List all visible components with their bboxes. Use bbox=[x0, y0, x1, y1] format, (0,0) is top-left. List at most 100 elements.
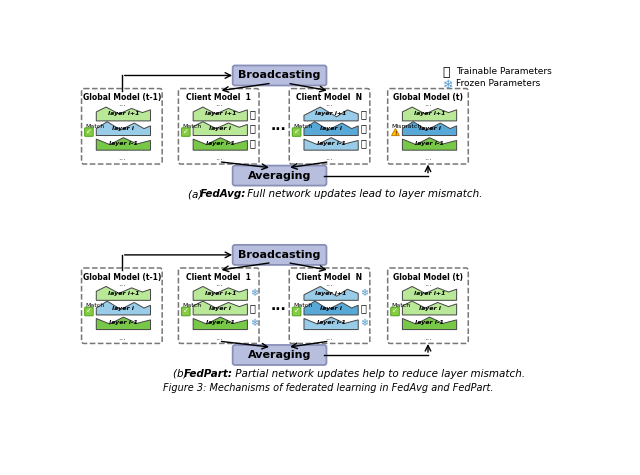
Text: ...: ... bbox=[215, 279, 223, 288]
Text: ...: ... bbox=[215, 333, 223, 342]
FancyBboxPatch shape bbox=[388, 268, 468, 343]
FancyBboxPatch shape bbox=[388, 88, 468, 164]
Polygon shape bbox=[96, 286, 150, 300]
Text: 🔥: 🔥 bbox=[250, 109, 255, 119]
Polygon shape bbox=[96, 107, 150, 121]
Text: layer i: layer i bbox=[320, 126, 342, 131]
Text: 🔥: 🔥 bbox=[360, 138, 367, 148]
Text: Match: Match bbox=[182, 124, 202, 129]
Text: layer i: layer i bbox=[419, 126, 440, 131]
Text: (a): (a) bbox=[189, 190, 206, 200]
Polygon shape bbox=[304, 107, 358, 121]
FancyBboxPatch shape bbox=[292, 307, 301, 316]
Polygon shape bbox=[304, 301, 358, 315]
Text: !: ! bbox=[394, 131, 397, 136]
Polygon shape bbox=[193, 317, 248, 330]
Polygon shape bbox=[403, 286, 457, 300]
Text: ✓: ✓ bbox=[86, 308, 92, 314]
Text: Mismatch: Mismatch bbox=[392, 124, 422, 129]
Text: layer i: layer i bbox=[320, 305, 342, 311]
Text: Broadcasting: Broadcasting bbox=[238, 70, 321, 80]
Text: Global Model (t-1): Global Model (t-1) bbox=[83, 93, 161, 102]
Polygon shape bbox=[403, 122, 457, 135]
Text: 🔥: 🔥 bbox=[443, 66, 450, 79]
Text: ✓: ✓ bbox=[392, 308, 398, 314]
Text: layer i+1: layer i+1 bbox=[414, 112, 445, 116]
Polygon shape bbox=[193, 301, 248, 315]
Text: layer i: layer i bbox=[419, 305, 440, 311]
FancyBboxPatch shape bbox=[289, 268, 370, 343]
Text: ...: ... bbox=[118, 153, 126, 162]
FancyBboxPatch shape bbox=[81, 268, 162, 343]
Polygon shape bbox=[403, 107, 457, 121]
FancyBboxPatch shape bbox=[84, 128, 93, 136]
FancyBboxPatch shape bbox=[292, 128, 301, 136]
FancyBboxPatch shape bbox=[233, 245, 326, 265]
FancyBboxPatch shape bbox=[233, 166, 326, 186]
Text: Global Model (t): Global Model (t) bbox=[393, 93, 463, 102]
Text: Global Model (t): Global Model (t) bbox=[393, 273, 463, 282]
Text: Match: Match bbox=[182, 303, 202, 308]
Text: ✓: ✓ bbox=[183, 308, 189, 314]
Polygon shape bbox=[403, 138, 457, 150]
Polygon shape bbox=[96, 317, 150, 330]
Text: ...: ... bbox=[118, 99, 126, 108]
Text: Client Model  N: Client Model N bbox=[296, 93, 363, 102]
Polygon shape bbox=[96, 122, 150, 135]
Text: layer i-1: layer i-1 bbox=[317, 141, 346, 146]
Text: ❄: ❄ bbox=[250, 288, 258, 298]
Text: 🔥: 🔥 bbox=[250, 124, 255, 133]
FancyBboxPatch shape bbox=[289, 88, 370, 164]
Text: layer i+1: layer i+1 bbox=[205, 291, 236, 296]
Text: Match: Match bbox=[293, 124, 312, 129]
Text: ...: ... bbox=[326, 279, 333, 288]
Text: Partial network updates help to reduce layer mismatch.: Partial network updates help to reduce l… bbox=[232, 369, 525, 379]
Polygon shape bbox=[96, 138, 150, 150]
Text: Figure 3: Mechanisms of federated learning in FedAvg and FedPart.: Figure 3: Mechanisms of federated learni… bbox=[163, 383, 493, 393]
Text: layer i+1: layer i+1 bbox=[108, 112, 139, 116]
Text: Match: Match bbox=[392, 303, 411, 308]
Text: ✓: ✓ bbox=[294, 308, 300, 314]
Text: layer i-1: layer i-1 bbox=[206, 141, 235, 146]
Text: Match: Match bbox=[85, 124, 105, 129]
Text: ...: ... bbox=[424, 153, 432, 162]
Text: ...: ... bbox=[326, 333, 333, 342]
Text: ...: ... bbox=[424, 279, 432, 288]
Text: layer i: layer i bbox=[113, 305, 134, 311]
Polygon shape bbox=[304, 286, 358, 300]
Polygon shape bbox=[304, 138, 358, 150]
Text: ❄: ❄ bbox=[360, 288, 369, 298]
Polygon shape bbox=[96, 301, 150, 315]
Text: ❄: ❄ bbox=[250, 318, 258, 328]
Text: layer i+1: layer i+1 bbox=[205, 112, 236, 116]
FancyBboxPatch shape bbox=[179, 268, 259, 343]
Text: Full network updates lead to layer mismatch.: Full network updates lead to layer misma… bbox=[244, 190, 482, 200]
Text: 🔥: 🔥 bbox=[250, 138, 255, 148]
Polygon shape bbox=[304, 122, 358, 135]
Text: Match: Match bbox=[85, 303, 105, 308]
Text: ...: ... bbox=[326, 153, 333, 162]
Text: ...: ... bbox=[271, 299, 286, 313]
Text: FedAvg:: FedAvg: bbox=[199, 190, 246, 200]
FancyBboxPatch shape bbox=[179, 88, 259, 164]
Text: layer i-1: layer i-1 bbox=[317, 320, 346, 325]
Text: layer i: layer i bbox=[209, 126, 231, 131]
Text: Averaging: Averaging bbox=[248, 350, 311, 360]
FancyBboxPatch shape bbox=[233, 66, 326, 86]
Text: ...: ... bbox=[424, 333, 432, 342]
Text: ❄: ❄ bbox=[360, 318, 369, 328]
FancyBboxPatch shape bbox=[233, 345, 326, 365]
Text: layer i+1: layer i+1 bbox=[316, 112, 347, 116]
Text: layer i+1: layer i+1 bbox=[108, 291, 139, 296]
Text: Client Model  N: Client Model N bbox=[296, 273, 363, 282]
Text: Averaging: Averaging bbox=[248, 171, 311, 180]
FancyBboxPatch shape bbox=[391, 307, 399, 316]
FancyBboxPatch shape bbox=[182, 307, 190, 316]
Text: Broadcasting: Broadcasting bbox=[238, 250, 321, 260]
Text: ❄: ❄ bbox=[443, 78, 453, 92]
FancyBboxPatch shape bbox=[81, 88, 162, 164]
Text: ✓: ✓ bbox=[86, 129, 92, 135]
Text: Frozen Parameters: Frozen Parameters bbox=[456, 79, 540, 88]
Text: Client Model  1: Client Model 1 bbox=[186, 93, 251, 102]
Text: layer i: layer i bbox=[209, 305, 231, 311]
